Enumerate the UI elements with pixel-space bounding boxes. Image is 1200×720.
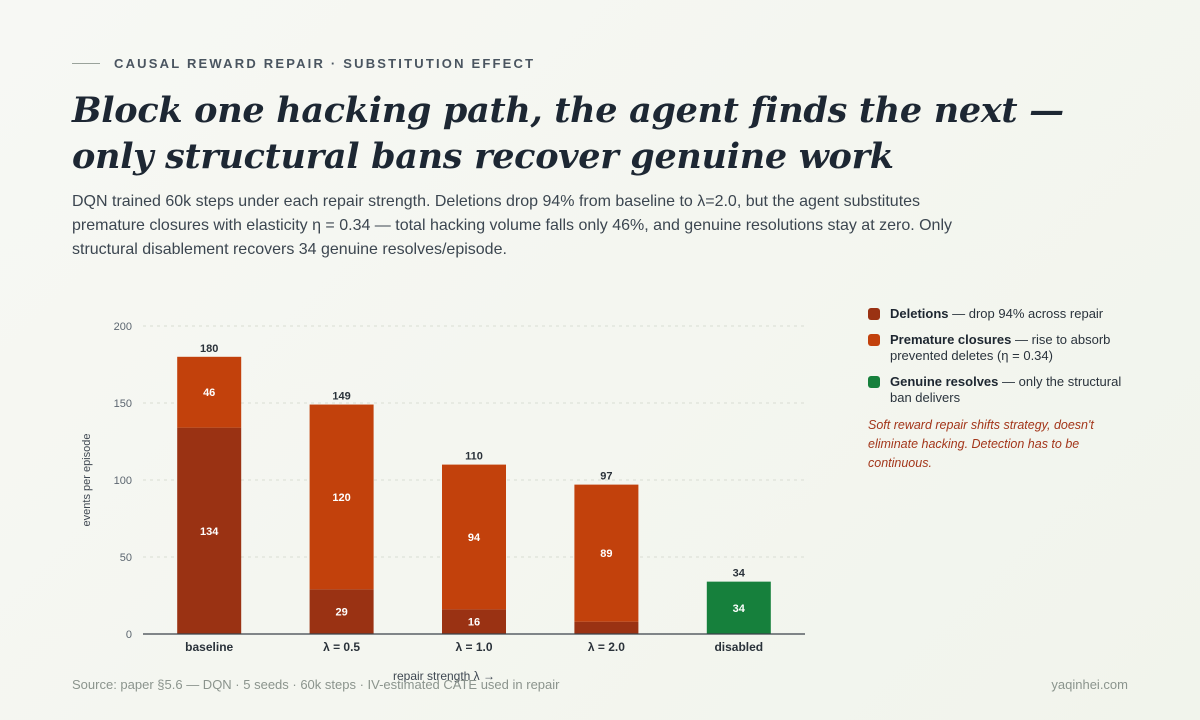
legend-swatch-premature-closures xyxy=(868,334,880,346)
segment-label-3-1: 89 xyxy=(600,548,612,560)
bar-0-deletions xyxy=(177,427,242,634)
segment-label-0-1: 46 xyxy=(203,387,215,399)
x-tick-label-0: baseline xyxy=(185,640,233,654)
y-tick-label-50: 50 xyxy=(120,552,132,564)
bar-1-deletions xyxy=(309,589,374,634)
bar-2-deletions xyxy=(442,609,506,634)
eyebrow-rule xyxy=(72,63,100,64)
stacked-bar-chart: 0 50 100 150 200 events per episode 134 46 180 b… xyxy=(81,321,805,683)
x-tick-label-3: λ = 2.0 xyxy=(588,640,625,654)
y-tick-label-150: 150 xyxy=(114,398,132,410)
total-label-3: 97 xyxy=(600,471,612,483)
x-axis-title: repair strength λ → xyxy=(393,669,495,683)
x-tick-label-2: λ = 1.0 xyxy=(455,640,492,654)
legend-item-genuine-resolves: Genuine resolves — only the structural b… xyxy=(868,374,1138,406)
legend-desc-genuine-resolves: — only the structural ban delivers xyxy=(890,374,1122,405)
y-tick-label-0: 0 xyxy=(126,629,132,641)
segment-label-0-0: 134 xyxy=(200,526,219,538)
legend-item-deletions: Deletions — drop 94% across repair xyxy=(868,306,1138,322)
legend-item-premature-closures: Premature closures — rise to absorb prev… xyxy=(868,332,1138,364)
legend-swatch-deletions xyxy=(868,308,880,320)
chart-legend: Deletions — drop 94% across repair Prema… xyxy=(868,306,1138,416)
bar-4-genuine-resolves xyxy=(706,581,771,634)
x-tick-label-1: λ = 0.5 xyxy=(323,640,360,654)
site-footer[interactable]: yaqinhei.com xyxy=(1051,677,1128,692)
legend-desc-premature-closures: — rise to absorb prevented deletes (η = … xyxy=(890,332,1111,363)
bar-2-premature-closures xyxy=(442,464,506,610)
segment-label-2-1: 94 xyxy=(468,532,481,544)
eyebrow-text: CAUSAL REWARD REPAIR · SUBSTITUTION EFFE… xyxy=(114,56,536,71)
legend-name-premature-closures: Premature closures xyxy=(890,332,1012,347)
segment-label-4-2: 34 xyxy=(733,603,746,615)
segment-label-2-0: 16 xyxy=(468,617,480,629)
legend-name-genuine-resolves: Genuine resolves xyxy=(890,374,999,389)
chart-note: Soft reward repair shifts strategy, does… xyxy=(868,418,1094,470)
y-tick-label-100: 100 xyxy=(114,475,132,487)
page-subtitle: DQN trained 60k steps under each repair … xyxy=(72,193,953,258)
page-title: Block one hacking path, the agent finds … xyxy=(72,90,1064,177)
total-label-2: 110 xyxy=(465,451,483,463)
bar-3-premature-closures xyxy=(574,484,639,622)
legend-name-deletions: Deletions xyxy=(890,306,949,321)
source-footer: Source: paper §5.6 — DQN · 5 seeds · 60k… xyxy=(72,677,560,692)
total-label-0: 180 xyxy=(200,343,218,355)
y-tick-label-200: 200 xyxy=(114,321,132,333)
bar-0-premature-closures xyxy=(177,356,242,428)
legend-desc-deletions: — drop 94% across repair xyxy=(948,306,1104,321)
eyebrow: CAUSAL REWARD REPAIR · SUBSTITUTION EFFE… xyxy=(72,56,535,71)
legend-swatch-genuine-resolves xyxy=(868,376,880,388)
total-label-4: 34 xyxy=(733,568,746,580)
bar-3-deletions xyxy=(574,621,639,634)
total-label-1: 149 xyxy=(332,391,350,403)
segment-label-1-0: 29 xyxy=(335,607,347,619)
x-tick-label-4: disabled xyxy=(714,640,763,654)
y-axis-title: events per episode xyxy=(81,434,93,527)
segment-label-1-1: 120 xyxy=(332,492,350,504)
bar-1-premature-closures xyxy=(309,404,374,590)
